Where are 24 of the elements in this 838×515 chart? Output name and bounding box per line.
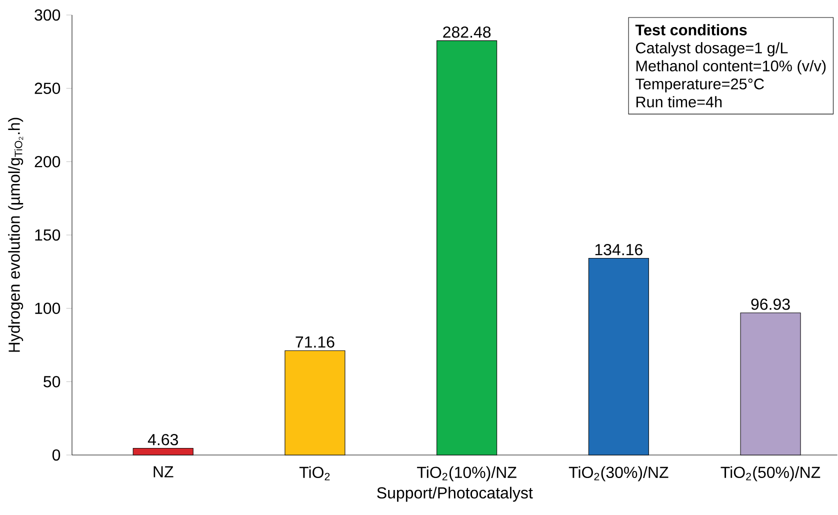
y-tick-label: 100 — [35, 302, 60, 314]
annotation: Test conditions — [635, 24, 747, 36]
x-tick-label: TiO$_{2}$(50%)/NZ — [720, 466, 820, 482]
data-label: 134.16 — [595, 244, 642, 256]
y-tick-label: 0 — [52, 449, 60, 461]
y-axis-title: Hydrogen evolution (µmol/g$_{TiO₂}$.h) — [8, 118, 24, 352]
data-label: 71.16 — [296, 336, 334, 348]
y-tick-label: 250 — [34, 82, 60, 94]
annotation: Methanol content=10% (v/v) — [636, 60, 826, 74]
data-label: 96.93 — [751, 298, 790, 310]
y-tick-label: 50 — [44, 376, 60, 388]
x-tick-label: TiO$_{2}$(10%)/NZ — [417, 466, 516, 482]
x-tick-label: NZ — [154, 466, 174, 478]
x-axis-title: Support/Photocatalyst — [377, 486, 533, 502]
annotation: Catalyst dosage=1 g/L — [636, 42, 788, 56]
annotation: Temperature=25°C — [636, 78, 764, 92]
data-label: 282.48 — [443, 26, 491, 38]
x-tick-label: TiO$_{2}$(30%)/NZ — [568, 466, 668, 482]
y-tick-label: 300 — [34, 9, 60, 21]
x-tick-label: TiO$_{2}$ — [299, 466, 330, 480]
y-tick-label: 200 — [34, 156, 60, 168]
y-tick-label: 150 — [35, 229, 60, 241]
annotation: Run time=4h — [636, 96, 722, 108]
data-label: 4.63 — [148, 434, 178, 446]
